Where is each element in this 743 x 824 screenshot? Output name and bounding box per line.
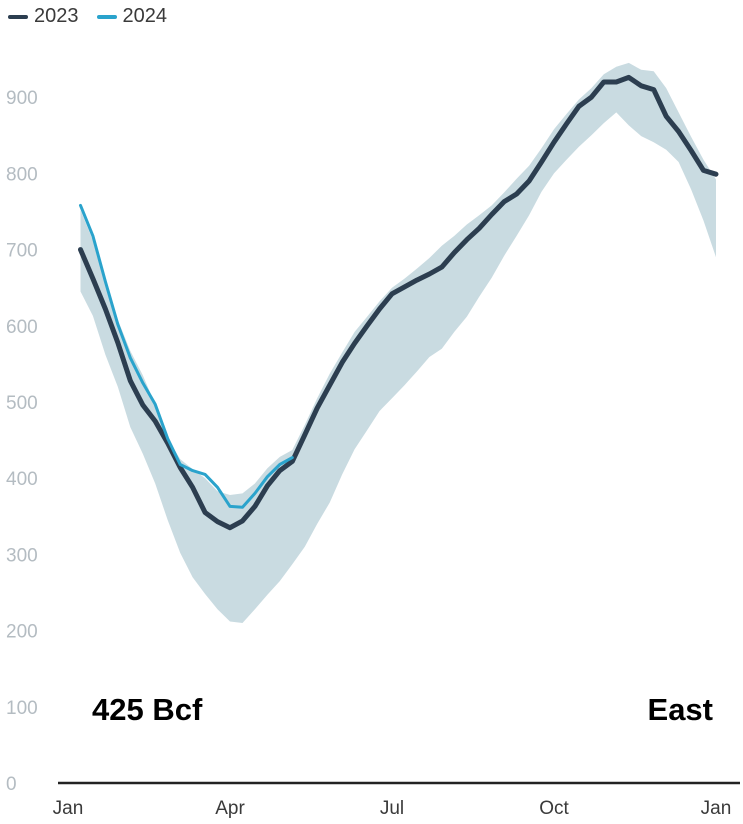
legend-label-2024: 2024 xyxy=(122,5,168,27)
series-line-2024 xyxy=(79,203,294,509)
x-tick-label: Jan xyxy=(701,798,732,819)
y-tick-label: 900 xyxy=(6,88,38,109)
legend-swatch-2024 xyxy=(96,14,117,19)
legend-swatch-2023 xyxy=(8,14,28,19)
y-tick-label: 700 xyxy=(6,241,38,262)
legend-item-2024[interactable]: 2024 xyxy=(96,5,168,28)
x-tick-label: Jul xyxy=(380,798,404,819)
y-tick-label: 100 xyxy=(6,698,38,719)
x-axis-ticks: Jan Apr Jul Oct Jan xyxy=(53,798,732,819)
y-tick-label: 200 xyxy=(6,622,38,643)
y-tick-label: 800 xyxy=(6,164,38,185)
legend-label-2023: 2023 xyxy=(34,5,79,27)
annotation-region: East xyxy=(648,692,713,727)
legend: 2023 2024 xyxy=(8,5,167,28)
y-tick-label: 0 xyxy=(6,774,17,795)
x-tick-label: Oct xyxy=(539,798,569,819)
y-axis-ticks: 0 100 200 300 400 500 600 700 800 900 xyxy=(6,88,38,795)
series-line-2023 xyxy=(78,74,719,531)
y-tick-label: 500 xyxy=(6,393,38,414)
y-tick-label: 600 xyxy=(6,317,38,338)
x-tick-label: Apr xyxy=(215,798,245,819)
series-lines xyxy=(78,74,719,531)
y-tick-label: 400 xyxy=(6,469,38,490)
legend-item-2023[interactable]: 2023 xyxy=(8,5,79,28)
x-tick-label: Jan xyxy=(53,798,84,819)
annotation-storage-value: 425 Bcf xyxy=(92,692,203,727)
historical-range-band xyxy=(80,62,716,623)
y-tick-label: 300 xyxy=(6,545,38,566)
